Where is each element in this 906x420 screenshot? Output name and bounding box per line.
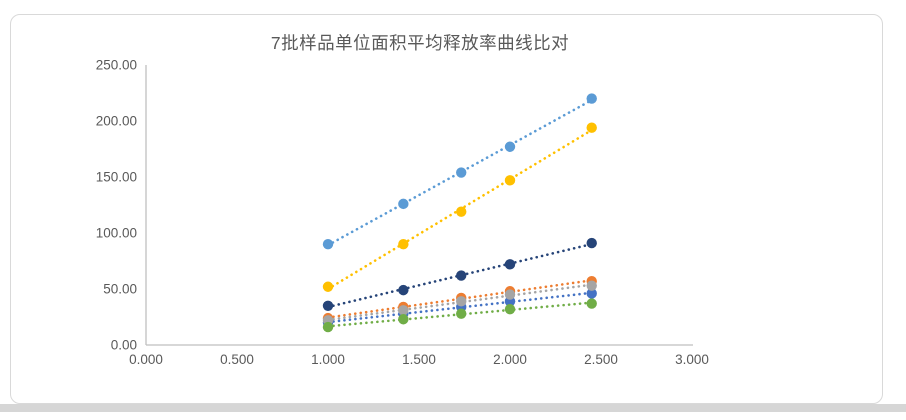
point-batch-gold <box>504 175 516 186</box>
point-batch-gray <box>456 296 467 307</box>
point-batch-light-blue <box>456 167 467 178</box>
point-batch-green <box>504 303 516 315</box>
y-tick-label: 0.00 <box>111 338 137 353</box>
point-batch-gray <box>398 305 409 316</box>
x-tick-label: 1.500 <box>402 352 436 367</box>
x-tick-label: 1.000 <box>311 352 345 367</box>
x-tick-label: 2.000 <box>493 352 527 367</box>
y-tick-label: 100.00 <box>96 226 137 241</box>
bottom-edge-bar <box>0 404 906 412</box>
point-batch-gold <box>586 122 597 133</box>
y-tick-label: 50.00 <box>103 282 137 297</box>
point-batch-green <box>456 308 467 319</box>
point-batch-dark-blue <box>504 259 516 270</box>
point-batch-dark-blue <box>398 284 409 296</box>
point-batch-gold <box>322 281 334 292</box>
point-batch-gold <box>398 239 409 250</box>
point-batch-light-blue <box>586 93 597 104</box>
point-batch-blue <box>586 288 597 299</box>
x-tick-label: 0.000 <box>129 352 163 367</box>
point-batch-light-blue <box>322 239 334 250</box>
point-batch-gray <box>504 289 516 300</box>
chart-area[interactable] <box>10 14 883 404</box>
point-batch-green <box>586 298 597 309</box>
point-batch-light-blue <box>504 141 516 152</box>
trendline-batch-dark-blue <box>326 242 594 309</box>
y-tick-label: 250.00 <box>96 58 137 73</box>
x-tick-label: 3.000 <box>675 352 709 367</box>
point-batch-light-blue <box>398 198 409 210</box>
point-batch-green <box>398 314 409 325</box>
trendline-batch-light-blue <box>326 98 594 247</box>
x-tick-label: 0.500 <box>220 352 254 367</box>
y-tick-label: 200.00 <box>96 114 137 129</box>
point-batch-dark-blue <box>322 300 334 311</box>
y-tick-label: 150.00 <box>96 170 137 185</box>
point-batch-gray <box>586 280 597 291</box>
point-batch-dark-blue <box>456 270 467 281</box>
point-batch-dark-blue <box>586 237 597 249</box>
chart-title[interactable]: 7批样品单位面积平均释放率曲线比对 <box>270 33 570 53</box>
x-tick-label: 2.500 <box>584 352 618 367</box>
point-batch-green <box>322 321 334 333</box>
point-batch-gold <box>456 206 467 217</box>
